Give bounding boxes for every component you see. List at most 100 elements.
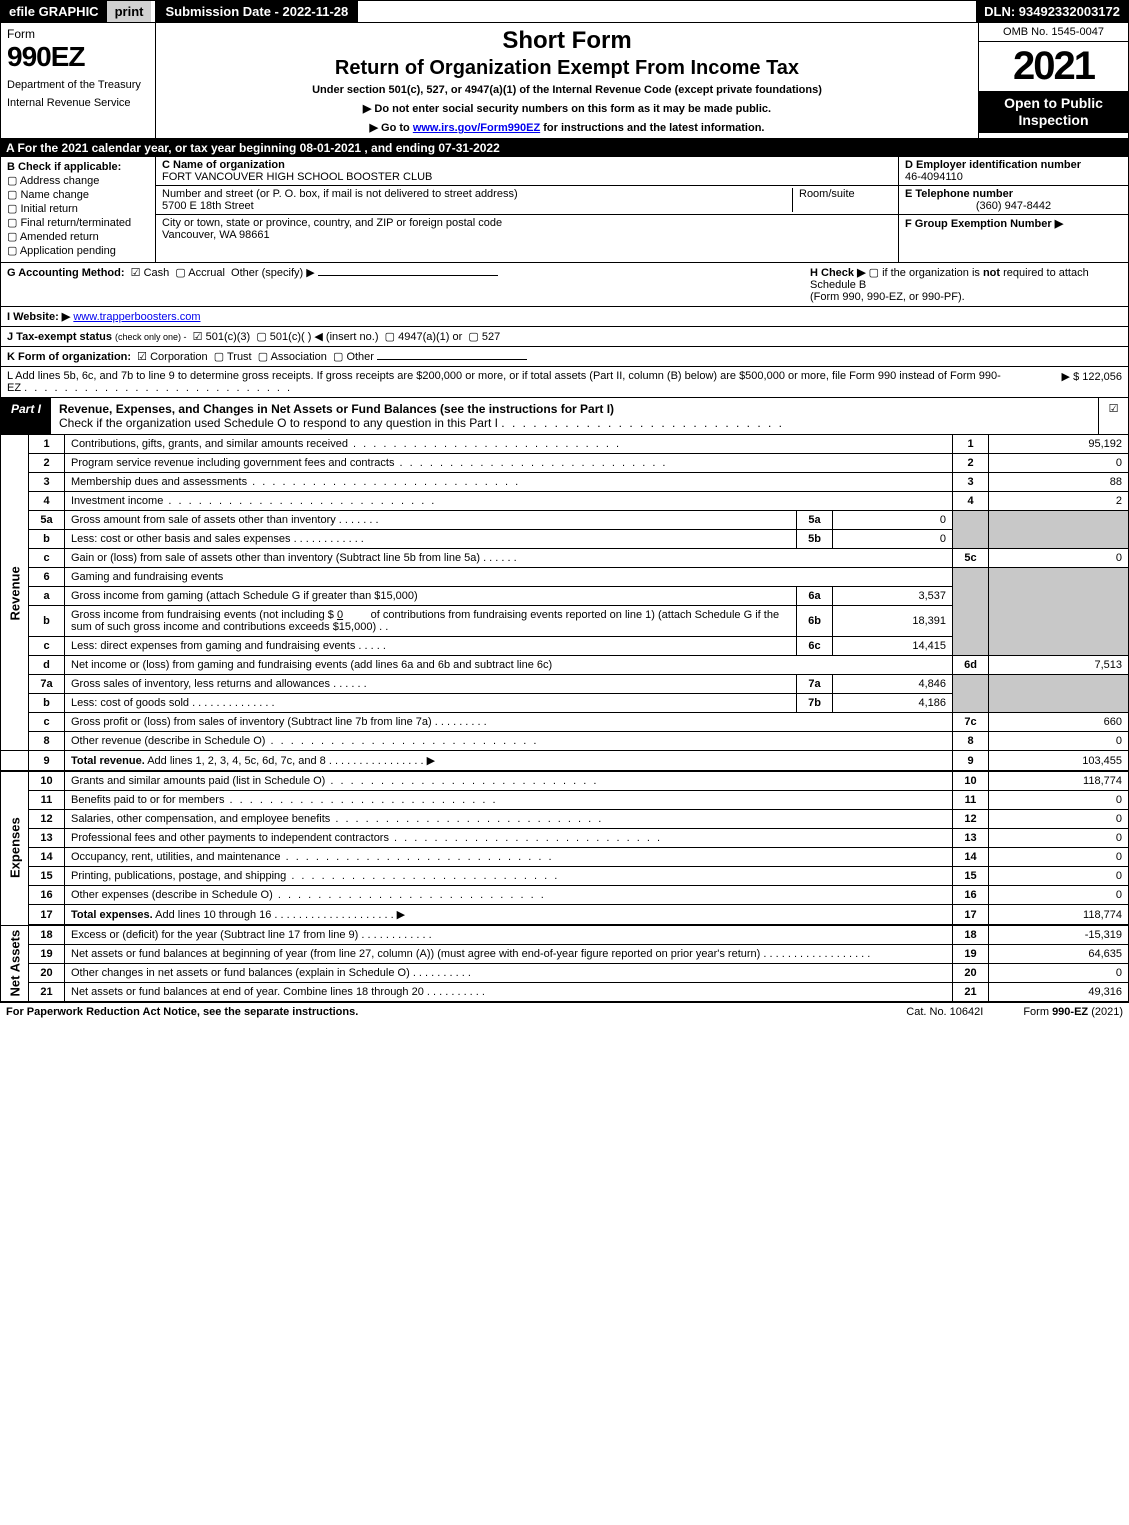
chk-association[interactable]: Association [258,351,327,363]
chk-final-return[interactable]: Final return/terminated [7,216,149,229]
rev-tab-end [1,751,29,772]
tax-year: 2021 [979,42,1128,91]
line-12: 12 Salaries, other compensation, and emp… [1,810,1129,829]
header-mid: Short Form Return of Organization Exempt… [156,23,978,138]
ln20-text: Other changes in net assets or fund bala… [71,967,410,979]
ln7a-sn: 7a [797,675,833,694]
ln6c-sv: 14,415 [833,637,953,656]
ln15-text: Printing, publications, postage, and shi… [71,870,286,882]
c-addr-label: Number and street (or P. O. box, if mail… [162,188,518,200]
ln1-dots [348,438,621,450]
form-title-1: Short Form [162,27,972,55]
g-label: G Accounting Method: [7,267,125,279]
section-c: C Name of organization FORT VANCOUVER HI… [156,157,898,262]
line-13: 13 Professional fees and other payments … [1,829,1129,848]
ln7b-sv: 4,186 [833,694,953,713]
ln20-no: 20 [29,964,65,983]
page-footer: For Paperwork Reduction Act Notice, see … [0,1002,1129,1021]
chk-amended-return[interactable]: Amended return [7,230,149,243]
org-city: Vancouver, WA 98661 [162,229,270,241]
chk-name-change[interactable]: Name change [7,188,149,201]
header-right: OMB No. 1545-0047 2021 Open to Public In… [978,23,1128,138]
ln3-val: 88 [989,473,1129,492]
chk-accrual[interactable]: Accrual [175,267,225,279]
ln13-dots [389,832,662,844]
chk-application-pending[interactable]: Application pending [7,244,149,257]
ln7a-no: 7a [29,675,65,694]
chk-527[interactable]: 527 [468,331,500,343]
line-20: 20 Other changes in net assets or fund b… [1,964,1129,983]
ln7b-sn: 7b [797,694,833,713]
org-addr-row: Number and street (or P. O. box, if mail… [156,186,898,215]
ln16-val: 0 [989,886,1129,905]
ln8-val: 0 [989,732,1129,751]
dln-number: DLN: 93492332003172 [976,1,1128,22]
ln13-val: 0 [989,829,1129,848]
print-button[interactable]: print [107,1,152,22]
ln6b-text: Gross income from fundraising events (no… [65,606,797,637]
topbar-spacer [358,1,976,22]
ln12-val: 0 [989,810,1129,829]
ln2-val: 0 [989,454,1129,473]
j-sub: (check only one) - [115,332,187,342]
chk-trust[interactable]: Trust [214,351,252,363]
ln4-val: 2 [989,492,1129,511]
form-title-2: Return of Organization Exempt From Incom… [162,57,972,80]
ln11-val: 0 [989,791,1129,810]
ln9-val: 103,455 [989,751,1129,772]
ln14-dots [281,851,554,863]
ln14-no: 14 [29,848,65,867]
ln19-text: Net assets or fund balances at beginning… [71,948,760,960]
line-11: 11 Benefits paid to or for members 11 0 [1,791,1129,810]
f-label: F Group Exemption Number ▶ [905,218,1063,230]
ln6a-no: a [29,587,65,606]
ln6a-sn: 6a [797,587,833,606]
chk-other-org[interactable]: Other [333,351,374,363]
ln4-dots [163,495,436,507]
e-label: E Telephone number [905,188,1013,200]
ln5-grey-v [989,511,1129,549]
part1-sub: Check if the organization used Schedule … [59,416,784,430]
part1-checkbox[interactable]: ☑ [1098,398,1128,434]
irs-link[interactable]: www.irs.gov/Form990EZ [413,122,540,134]
ln3-text: Membership dues and assessments [71,476,247,488]
l-text: L Add lines 5b, 6c, and 7b to line 9 to … [7,370,1002,394]
ln15-num: 15 [953,867,989,886]
note2-post: for instructions and the latest informat… [540,122,764,134]
ln21-no: 21 [29,983,65,1002]
ln9-no: 9 [29,751,65,772]
h-label: H Check ▶ [810,267,866,279]
ln5-grey [953,511,989,549]
chk-corporation[interactable]: Corporation [137,351,207,363]
chk-initial-return[interactable]: Initial return [7,202,149,215]
website-link[interactable]: www.trapperboosters.com [73,311,200,323]
k-other-input[interactable] [377,359,527,360]
tel-value: (360) 947-8442 [905,200,1122,212]
line-4: 4 Investment income 4 2 [1,492,1129,511]
chk-4947[interactable]: 4947(a)(1) or [385,331,463,343]
chk-501c[interactable]: 501(c)( ) ◀ (insert no.) [256,331,378,343]
efile-label: efile GRAPHIC [1,1,107,22]
group-exemption-row: F Group Exemption Number ▶ [899,215,1128,232]
section-def: D Employer identification number 46-4094… [898,157,1128,262]
ln2-num: 2 [953,454,989,473]
ln5a-sv: 0 [833,511,953,530]
chk-cash[interactable]: Cash [131,267,170,279]
line-7a: 7a Gross sales of inventory, less return… [1,675,1129,694]
line-16: 16 Other expenses (describe in Schedule … [1,886,1129,905]
chk-501c3[interactable]: 501(c)(3) [193,331,251,343]
chk-h[interactable] [869,267,882,279]
ln6d-num: 6d [953,656,989,675]
chk-address-change[interactable]: Address change [7,174,149,187]
ln7c-val: 660 [989,713,1129,732]
line-3: 3 Membership dues and assessments 3 88 [1,473,1129,492]
ln6b-t1: Gross income from fundraising events (no… [71,609,334,621]
g-other-input[interactable] [318,275,498,276]
h-text2: (Form 990, 990-EZ, or 990-PF). [810,291,965,303]
ln6b-no: b [29,606,65,637]
entity-block: B Check if applicable: Address change Na… [0,157,1129,263]
footer-r-b: 990-EZ [1052,1006,1088,1018]
tel-row: E Telephone number (360) 947-8442 [899,186,1128,215]
submission-date: Submission Date - 2022-11-28 [155,1,358,22]
ln5b-text: Less: cost or other basis and sales expe… [71,533,291,545]
